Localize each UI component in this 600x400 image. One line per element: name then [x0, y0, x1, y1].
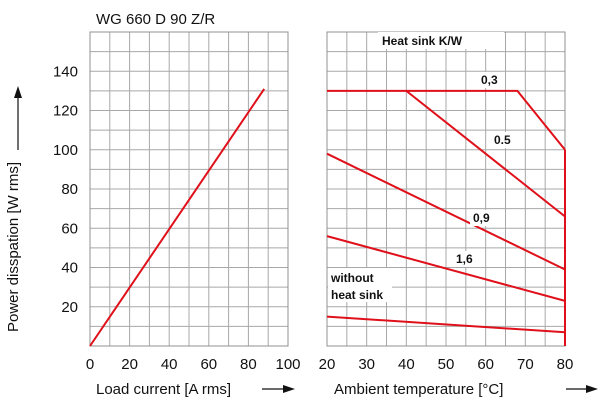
heat-sink-header: Heat sink K/W [382, 34, 463, 48]
label-0-5: 0.5 [494, 133, 511, 147]
x-axis-arrow-left-head [283, 385, 295, 393]
label-without-heat-sink-line1: without [330, 271, 374, 285]
series-line-without-heat-sink [326, 315, 566, 334]
x-tick-label: 0 [86, 356, 94, 373]
x-axis-label-load-current: Load current [A rms] [96, 381, 231, 398]
x-axis-label-ambient-temperature: Ambient temperature [°C] [334, 381, 503, 398]
series-line-0-9 [326, 152, 566, 271]
x-tick-labels-ambient-temperature: 20 30 40 50 60 70 80 [319, 356, 574, 373]
x-tick-label: 80 [557, 356, 574, 373]
y-tick-labels: 20 40 60 80 100 120 140 [53, 63, 78, 316]
label-0-9-bg [470, 210, 498, 226]
heat-sink-header-bg [378, 32, 504, 49]
x-tick-label: 60 [200, 356, 217, 373]
x-tick-label: 60 [477, 356, 494, 373]
x-tick-label: 20 [121, 356, 138, 373]
x-tick-label: 50 [438, 356, 455, 373]
y-tick-label: 80 [61, 181, 78, 198]
grid-frame [89, 31, 289, 347]
y-tick-label: 120 [53, 103, 78, 120]
x-tick-label: 40 [161, 356, 178, 373]
y-axis-arrow-head [14, 86, 22, 98]
series-line-0-5 [405, 90, 566, 218]
label-1-6: 1,6 [456, 252, 473, 266]
label-0-5-bg [491, 132, 519, 148]
label-0-9: 0,9 [473, 211, 490, 225]
label-0-3-bg [478, 72, 504, 88]
y-axis-label: Power disspation [W rms] [5, 162, 22, 332]
grid-left [89, 31, 289, 347]
y-tick-label: 140 [53, 63, 78, 80]
y-tick-label: 60 [61, 220, 78, 237]
series-group-load-current [89, 88, 266, 347]
x-axis-arrow-right-head [586, 385, 598, 393]
series-line-load-current [89, 88, 266, 347]
x-tick-label: 20 [319, 356, 336, 373]
label-without-heat-sink-bg [328, 268, 392, 302]
label-0-3: 0,3 [481, 73, 498, 87]
y-tick-label: 100 [53, 142, 78, 159]
x-tick-label: 70 [517, 356, 534, 373]
label-without-heat-sink-line2: heat sink [331, 288, 383, 302]
chart-title: WG 660 D 90 Z/R [96, 11, 215, 28]
x-tick-label: 80 [240, 356, 257, 373]
y-tick-label: 20 [61, 299, 78, 316]
x-tick-label: 30 [358, 356, 375, 373]
series-line-1-6 [326, 235, 566, 302]
x-tick-labels-load-current: 0 20 40 60 80 100 [86, 356, 301, 373]
x-tick-label: 40 [398, 356, 415, 373]
series-group-ambient-temperature [326, 89, 566, 346]
label-1-6-bg [453, 251, 481, 267]
x-tick-label: 100 [275, 356, 300, 373]
series-line-0-3 [327, 89, 566, 151]
y-tick-label: 40 [61, 260, 78, 277]
